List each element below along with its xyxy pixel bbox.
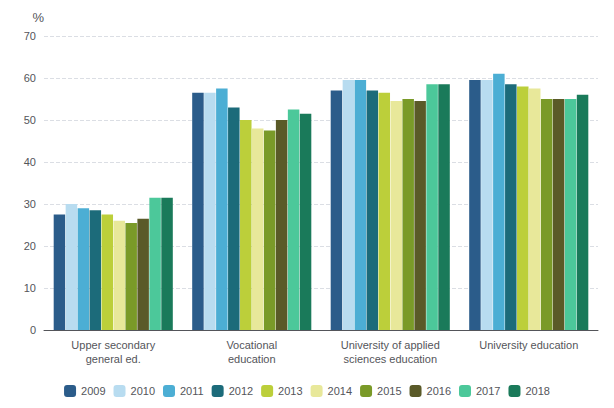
svg-text:2018: 2018 — [525, 385, 549, 397]
svg-text:2012: 2012 — [229, 385, 253, 397]
svg-text:University education: University education — [479, 339, 578, 351]
svg-text:10: 10 — [24, 282, 36, 294]
svg-text:2017: 2017 — [476, 385, 500, 397]
svg-text:70: 70 — [24, 30, 36, 42]
svg-text:50: 50 — [24, 114, 36, 126]
svg-text:University of applied: University of applied — [341, 339, 440, 351]
svg-text:2016: 2016 — [427, 385, 451, 397]
svg-text:2010: 2010 — [131, 385, 155, 397]
svg-text:0: 0 — [30, 324, 36, 336]
svg-text:education: education — [228, 353, 276, 365]
svg-text:2013: 2013 — [278, 385, 302, 397]
svg-text:2011: 2011 — [180, 385, 204, 397]
svg-text:Upper secondary: Upper secondary — [71, 339, 155, 351]
svg-text:60: 60 — [24, 72, 36, 84]
svg-text:sciences education: sciences education — [343, 353, 437, 365]
svg-text:20: 20 — [24, 240, 36, 252]
svg-text:2015: 2015 — [377, 385, 401, 397]
svg-text:general ed.: general ed. — [86, 353, 141, 365]
svg-text:%: % — [32, 10, 44, 25]
svg-text:40: 40 — [24, 156, 36, 168]
svg-text:Vocational: Vocational — [226, 339, 277, 351]
svg-text:2014: 2014 — [328, 385, 352, 397]
svg-text:2009: 2009 — [81, 385, 105, 397]
svg-text:30: 30 — [24, 198, 36, 210]
